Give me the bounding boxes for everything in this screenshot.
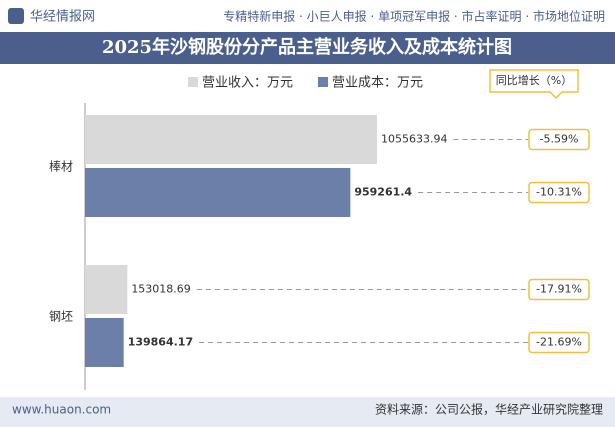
footer-source: 资料来源：公司公报，华经产业研究院整理	[375, 402, 603, 417]
growth-label: -21.69%	[536, 336, 582, 349]
logo	[8, 8, 24, 24]
value-label: 959261.4	[354, 186, 412, 199]
footer-band	[0, 397, 615, 427]
legend-growth-box	[489, 69, 579, 100]
legend-label: 营业收入：万元	[202, 76, 293, 91]
legend-growth: 同比增长（%）	[496, 73, 572, 87]
growth-box	[528, 331, 590, 354]
legend-label: 营业成本：万元	[332, 76, 423, 91]
value-label: 1055633.94	[381, 133, 447, 146]
growth-box	[528, 278, 590, 301]
title-band	[0, 32, 615, 64]
bar	[85, 168, 351, 217]
growth-label: -17.91%	[536, 283, 582, 296]
brand: 华经情报网	[30, 10, 95, 25]
category-label: 棒材	[49, 160, 73, 174]
chart-title: 2025年沙钢股份分产品主营业务收入及成本统计图	[102, 36, 512, 58]
services: 专精特新申报 · 小巨人申报 · 单项冠军申报 · 市占率证明 · 市场地位证明	[223, 9, 605, 24]
legend-swatch	[188, 77, 198, 87]
growth-label: -10.31%	[536, 186, 582, 199]
value-label: 139864.17	[128, 336, 193, 349]
legend-swatch	[318, 77, 328, 87]
footer-site: www.huaon.com	[12, 403, 111, 417]
growth-box	[528, 181, 590, 204]
bar	[85, 318, 124, 367]
growth-label: -5.59%	[540, 133, 579, 146]
bar	[85, 115, 377, 164]
bar	[85, 265, 128, 314]
category-label: 钢坯	[49, 310, 73, 324]
value-label: 153018.69	[131, 283, 191, 296]
growth-box	[528, 128, 590, 151]
